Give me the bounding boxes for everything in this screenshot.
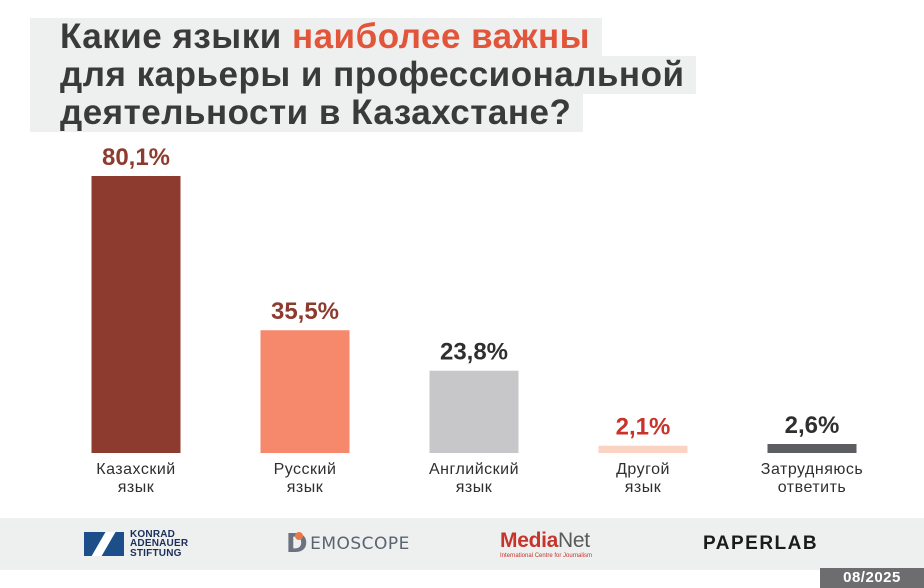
- data-label-1: 80,1%: [102, 144, 170, 171]
- kas-logo: KONRAD ADENAUER STIFTUNG: [84, 518, 188, 570]
- data-label-5: 2,6%: [785, 412, 840, 439]
- chart-title: Какие языки наиболее важны для карьеры и…: [30, 18, 697, 132]
- kas-logo-mark: [84, 532, 124, 556]
- demoscope-logo-mark: D: [286, 529, 309, 559]
- category-label-4-line-1: Другой: [616, 461, 670, 478]
- medianet-net: Net: [558, 528, 590, 552]
- category-label-3-line-1: Английский: [429, 461, 519, 478]
- data-label-3: 23,8%: [440, 339, 508, 366]
- bar-1: [91, 176, 181, 453]
- title-highlight: наиболее важны: [291, 17, 590, 56]
- category-label-5-line-1: Затрудняюсь: [761, 461, 863, 478]
- bar-5: [767, 444, 857, 453]
- medianet-logo-text: MediaNet: [500, 528, 590, 552]
- demoscope-logo: D EMOSCOPE: [286, 518, 410, 570]
- category-label-2-line-2: язык: [287, 479, 324, 496]
- category-label-3-line-2: язык: [456, 479, 493, 496]
- category-label-1-line-1: Казахский: [96, 461, 175, 478]
- bar-3: [429, 370, 519, 453]
- demoscope-logo-text: EMOSCOPE: [310, 534, 410, 554]
- category-label-5-line-2: ответить: [778, 479, 847, 496]
- kas-logo-line-1: KONRAD: [130, 528, 176, 540]
- medianet-logo: MediaNet International Centre for Journa…: [500, 518, 592, 570]
- paperlab-logo: PAPERLAB: [703, 533, 819, 554]
- category-label-4-line-2: язык: [625, 479, 662, 496]
- kas-logo-text: KONRAD ADENAUER STIFTUNG: [130, 530, 188, 559]
- bar-4: [598, 445, 688, 453]
- medianet-media: Media: [500, 528, 559, 552]
- title-line-1-text: Какие языки: [60, 17, 292, 56]
- category-label-1-line-2: язык: [118, 479, 155, 496]
- medianet-logo-subtitle: International Centre for Journalism: [500, 552, 593, 559]
- data-label-4: 2,1%: [616, 414, 671, 441]
- date-badge: 08/2025: [820, 568, 924, 588]
- kas-logo-line-3: STIFTUNG: [130, 547, 182, 559]
- bar-chart: 80,1%Казахскийязык35,5%Русскийязык23,8%А…: [91, 144, 863, 496]
- title-line-2: для карьеры и профессиональной: [30, 56, 697, 94]
- partner-logos-bar: KONRAD ADENAUER STIFTUNG D EMOSCOPE Media…: [0, 518, 924, 570]
- bar-2: [260, 330, 350, 453]
- data-label-2: 35,5%: [271, 298, 339, 325]
- kas-logo-line-2: ADENAUER: [130, 538, 189, 550]
- title-line-1: Какие языки наиболее важны: [30, 18, 602, 56]
- title-line-3: деятельности в Казахстане?: [30, 94, 584, 132]
- category-label-2-line-1: Русский: [274, 461, 337, 478]
